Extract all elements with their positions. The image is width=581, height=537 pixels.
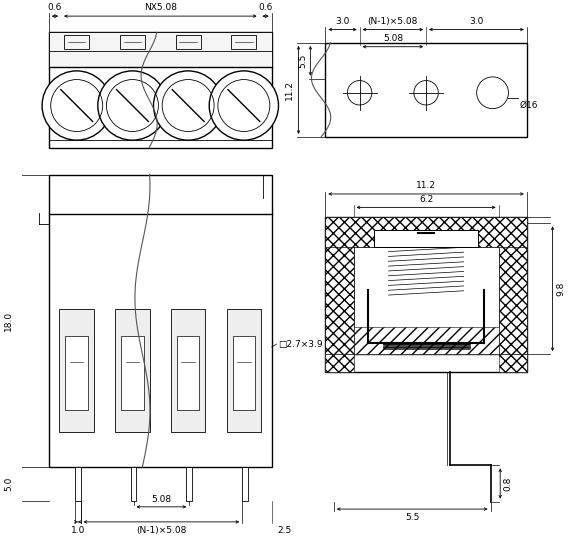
Bar: [232, 336, 255, 410]
Bar: [227, 309, 261, 432]
Text: (N-1)×5.08: (N-1)×5.08: [368, 17, 418, 26]
Bar: [66, 336, 88, 410]
Circle shape: [153, 71, 223, 140]
Text: 1.0: 1.0: [71, 526, 85, 535]
Text: 5.5: 5.5: [298, 54, 307, 68]
Bar: [49, 32, 272, 148]
Bar: [325, 43, 527, 137]
Circle shape: [476, 77, 508, 108]
Bar: [354, 247, 498, 354]
Text: 11.2: 11.2: [416, 181, 436, 190]
Bar: [325, 216, 354, 354]
Text: NX5.08: NX5.08: [144, 3, 177, 12]
Bar: [231, 35, 256, 49]
Text: 6.2: 6.2: [419, 195, 433, 204]
Bar: [325, 354, 354, 372]
Circle shape: [98, 71, 167, 140]
Bar: [64, 35, 89, 49]
Bar: [59, 309, 94, 432]
Bar: [242, 467, 248, 502]
Bar: [131, 467, 137, 502]
Bar: [187, 467, 192, 502]
Text: Ø16: Ø16: [519, 101, 537, 110]
Circle shape: [347, 81, 372, 105]
Bar: [49, 175, 272, 467]
Bar: [354, 327, 498, 354]
Bar: [120, 35, 145, 49]
Text: 5.08: 5.08: [383, 34, 403, 43]
Text: 0.8: 0.8: [503, 476, 512, 491]
Circle shape: [209, 71, 278, 140]
Text: 0.6: 0.6: [259, 3, 272, 12]
Bar: [325, 354, 527, 372]
Bar: [171, 309, 206, 432]
Text: (N-1)×5.08: (N-1)×5.08: [136, 526, 187, 535]
Circle shape: [414, 81, 438, 105]
Text: 3.0: 3.0: [469, 17, 483, 26]
Bar: [374, 230, 478, 247]
Text: 5.5: 5.5: [405, 513, 419, 522]
Text: 5.0: 5.0: [5, 477, 13, 491]
Text: □2.7×3.9: □2.7×3.9: [278, 339, 323, 349]
Circle shape: [42, 71, 112, 140]
Bar: [115, 309, 150, 432]
Text: 2.5: 2.5: [277, 526, 291, 535]
Text: 18.0: 18.0: [5, 310, 13, 331]
Bar: [121, 336, 144, 410]
Bar: [325, 216, 527, 354]
Bar: [75, 467, 81, 502]
Text: 5.08: 5.08: [151, 495, 171, 504]
Bar: [175, 35, 200, 49]
Text: 3.0: 3.0: [335, 17, 350, 26]
Bar: [498, 216, 527, 354]
Text: 9.8: 9.8: [557, 281, 566, 296]
Text: 11.2: 11.2: [285, 80, 294, 100]
Bar: [498, 354, 527, 372]
Bar: [49, 32, 272, 67]
Text: 0.6: 0.6: [48, 3, 62, 12]
Bar: [325, 216, 527, 247]
Bar: [177, 336, 199, 410]
